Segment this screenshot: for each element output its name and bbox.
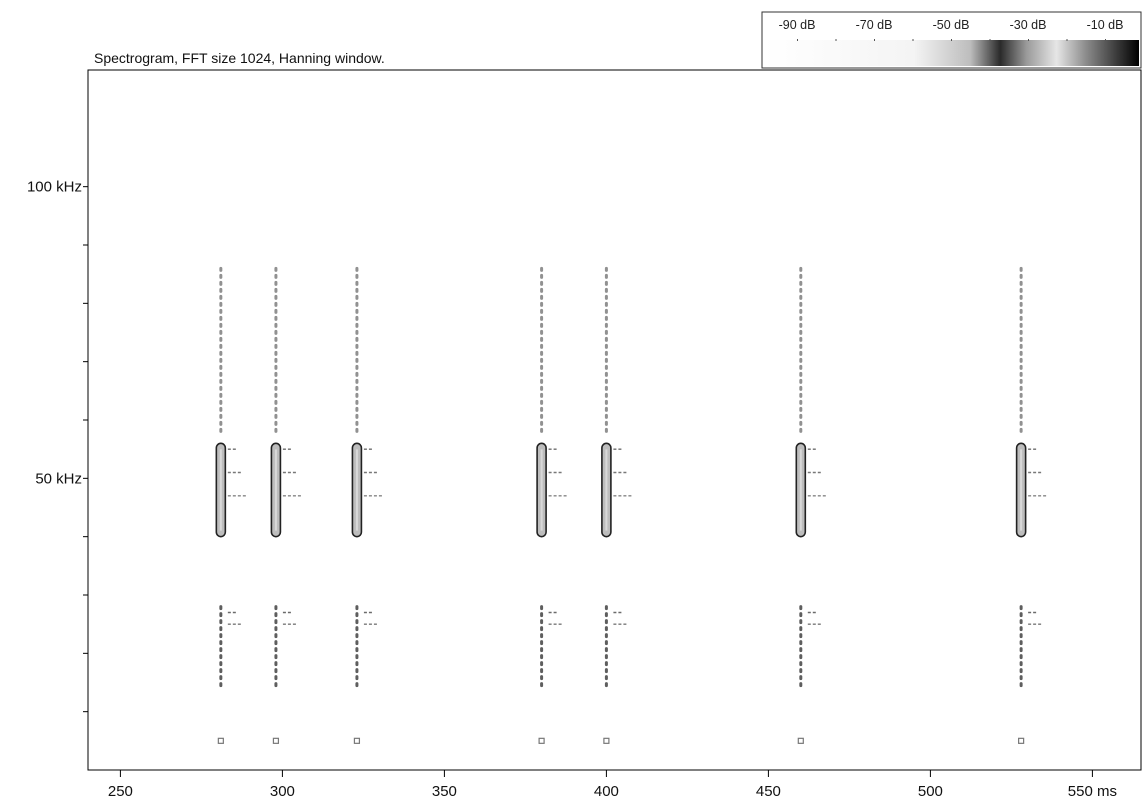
call-group [1015, 266, 1049, 744]
x-tick-label: 300 [270, 783, 295, 800]
harmonic-mark [1018, 737, 1025, 744]
colorbar-tick [797, 39, 798, 41]
harmonic-mark [797, 737, 804, 744]
y-axis: 100 kHz 50 kHz [27, 179, 88, 713]
y-tick-label: 50 kHz [35, 470, 82, 487]
colorbar-tick [835, 39, 837, 41]
call-group [351, 266, 384, 744]
x-tick-label: 450 [756, 783, 781, 800]
y-tick-label: 100 kHz [27, 179, 82, 196]
harmonic-mark [603, 737, 610, 744]
x-tick-label: 500 [918, 783, 943, 800]
x-tick-label: 250 [108, 783, 133, 800]
x-tick-label: 550 ms [1068, 783, 1117, 800]
colorbar-tick [951, 39, 952, 41]
x-tick-label: 400 [594, 783, 619, 800]
colorbar-tick [1105, 39, 1106, 41]
call-group [795, 266, 828, 744]
harmonic-mark [353, 737, 361, 744]
chart-title: Spectrogram, FFT size 1024, Hanning wind… [94, 50, 385, 66]
colorbar-label: -70 dB [856, 18, 893, 32]
colorbar-label: -30 dB [1010, 18, 1047, 32]
colorbar-tick [989, 39, 991, 41]
harmonic-mark [217, 737, 224, 744]
colorbar-tick [912, 39, 914, 41]
colorbar-tick [874, 39, 875, 41]
call-group [215, 266, 248, 744]
x-tick-label: 350 [432, 783, 457, 800]
colorbar-legend: -90 dB -70 dB -50 dB -30 dB -10 dB [761, 11, 1142, 69]
plot-frame [87, 69, 1142, 771]
spectrogram-marks [215, 266, 1049, 744]
call-group [536, 266, 569, 744]
colorbar-tick [1028, 39, 1029, 41]
colorbar-label: -90 dB [779, 18, 816, 32]
harmonic-mark [538, 737, 545, 744]
harmonic-mark [272, 737, 280, 744]
x-axis: 250 300 350 400 450 500 550 ms [108, 770, 1117, 800]
colorbar-tick [1066, 39, 1068, 41]
colorbar-gradient [764, 40, 1139, 66]
call-group [601, 266, 634, 744]
colorbar-label: -10 dB [1087, 18, 1124, 32]
call-group [270, 266, 303, 744]
colorbar-label: -50 dB [933, 18, 970, 32]
